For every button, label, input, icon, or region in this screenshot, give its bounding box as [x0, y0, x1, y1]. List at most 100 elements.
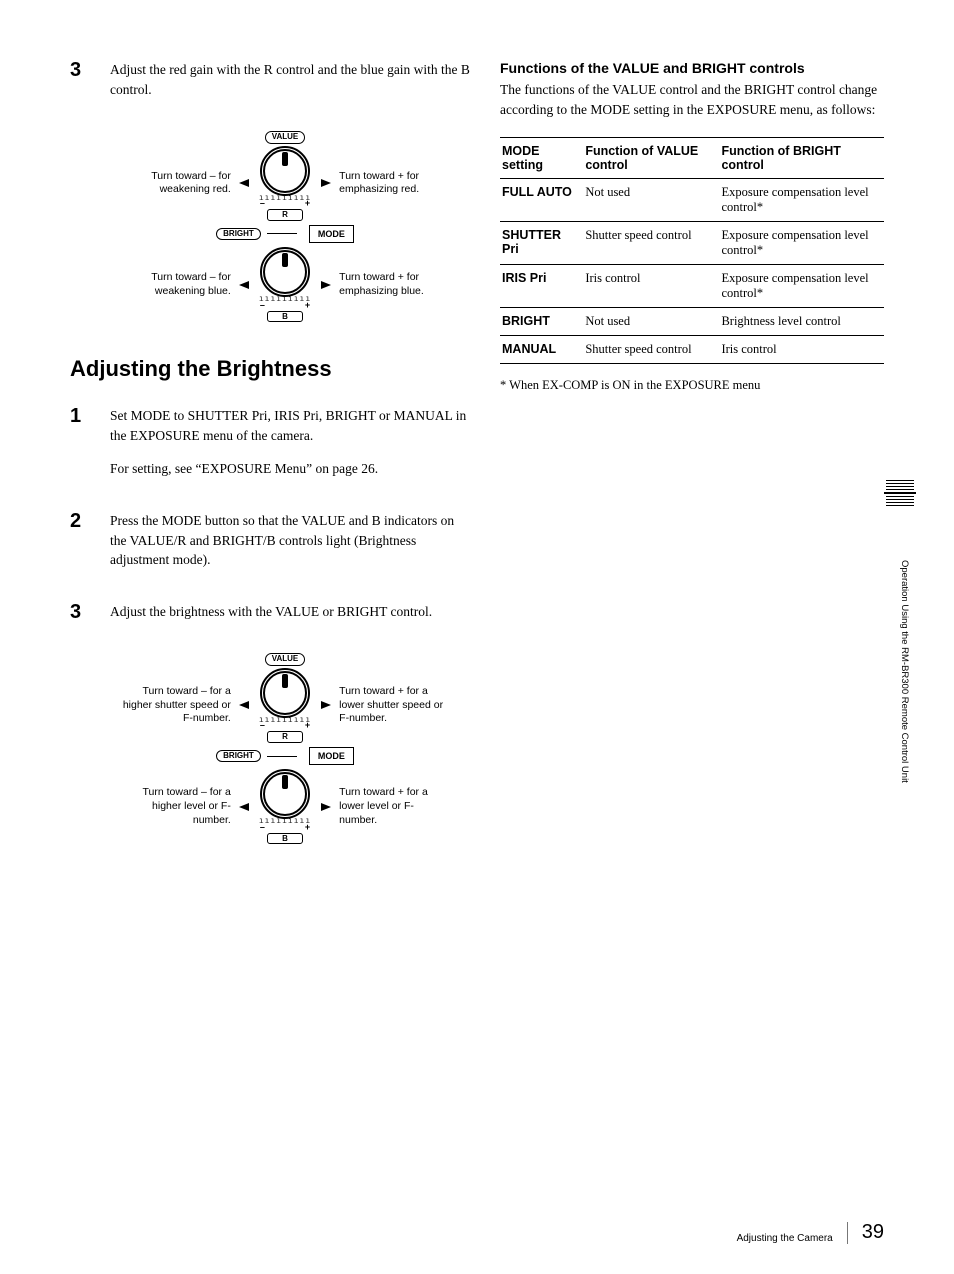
step-para: Press the MODE button so that the VALUE … — [110, 511, 470, 570]
plus-label: + — [305, 822, 310, 832]
knob-icon — [260, 668, 310, 718]
arrow-right-icon — [321, 701, 331, 709]
arrow-left-icon — [239, 803, 249, 811]
brightness-heading: Adjusting the Brightness — [70, 356, 470, 382]
mode-cell: FULL AUTO — [500, 179, 583, 222]
table-header: Function of BRIGHT control — [719, 138, 884, 179]
function-cell: Brightness level control — [719, 308, 884, 336]
mode-cell: IRIS Pri — [500, 265, 583, 308]
step-para: For setting, see “EXPOSURE Menu” on page… — [110, 459, 470, 479]
arrow-left-icon — [239, 281, 249, 289]
step-number: 2 — [70, 511, 90, 584]
function-cell: Not used — [583, 308, 719, 336]
table-row: MANUALShutter speed controlIris control — [500, 336, 884, 364]
arrow-right-icon — [321, 281, 331, 289]
bright-pill: BRIGHT — [216, 750, 261, 762]
table-footnote: * When EX-COMP is ON in the EXPOSURE men… — [500, 378, 884, 393]
step-text: Set MODE to SHUTTER Pri, IRIS Pri, BRIGH… — [110, 406, 470, 493]
step-row: 3 Adjust the brightness with the VALUE or… — [70, 602, 470, 636]
function-cell: Iris control — [719, 336, 884, 364]
step-text: Adjust the red gain with the R control a… — [110, 60, 470, 113]
function-cell: Exposure compensation level control* — [719, 179, 884, 222]
arrow-left-icon — [239, 701, 249, 709]
mode-button-label: MODE — [309, 225, 354, 243]
b-label: B — [267, 311, 303, 323]
function-cell: Shutter speed control — [583, 222, 719, 265]
minus-label: – — [260, 720, 265, 730]
r-label: R — [267, 731, 303, 743]
side-tab-icon — [884, 480, 916, 506]
brightness-diagram: VALUE Turn toward – for a higher shutter… — [100, 653, 470, 846]
footer-section-name: Adjusting the Camera — [737, 1233, 833, 1244]
bright-pill: BRIGHT — [216, 228, 261, 240]
caption-top-right: Turn toward + for emphasizing red. — [339, 170, 449, 197]
knob-icon — [260, 247, 310, 297]
right-column: Functions of the VALUE and BRIGHT contro… — [500, 60, 884, 856]
step-para: Adjust the brightness with the VALUE or … — [110, 602, 470, 622]
caption-bottom-right: Turn toward + for emphasizing blue. — [339, 271, 449, 298]
knob-b: ııııııııı –+ B — [259, 245, 311, 324]
table-row: BRIGHTNot usedBrightness level control — [500, 308, 884, 336]
step-number: 3 — [70, 602, 90, 636]
step-text: Press the MODE button so that the VALUE … — [110, 511, 470, 584]
mode-button-label: MODE — [309, 747, 354, 765]
functions-intro: The functions of the VALUE control and t… — [500, 80, 884, 119]
table-row: FULL AUTONot usedExposure compensation l… — [500, 179, 884, 222]
value-pill: VALUE — [265, 653, 306, 665]
connector-line — [267, 233, 297, 234]
plus-label: + — [305, 198, 310, 208]
brightness-steps: 1 Set MODE to SHUTTER Pri, IRIS Pri, BRIG… — [70, 406, 470, 635]
caption-top-right: Turn toward + for a lower shutter speed … — [339, 685, 449, 726]
step-para: Set MODE to SHUTTER Pri, IRIS Pri, BRIGH… — [110, 406, 470, 445]
knob-icon — [260, 146, 310, 196]
knob-icon — [260, 769, 310, 819]
gain-diagram: VALUE Turn toward – for weakening red. ı… — [100, 131, 470, 324]
b-label: B — [267, 833, 303, 845]
value-pill: VALUE — [265, 131, 306, 143]
knob-value: ııııııııı –+ R — [259, 666, 311, 745]
table-header: MODE setting — [500, 138, 583, 179]
side-chapter-label: Operation Using the RM-BR300 Remote Cont… — [899, 560, 910, 783]
arrow-right-icon — [321, 179, 331, 187]
top-step-3: 3 Adjust the red gain with the R control… — [70, 60, 470, 113]
caption-bottom-left: Turn toward – for a higher level or F-nu… — [121, 786, 231, 827]
r-label: R — [267, 209, 303, 221]
mode-cell: SHUTTER Pri — [500, 222, 583, 265]
step-number: 1 — [70, 406, 90, 493]
page-number: 39 — [862, 1221, 884, 1244]
arrow-right-icon — [321, 803, 331, 811]
function-cell: Exposure compensation level control* — [719, 265, 884, 308]
left-column: 3 Adjust the red gain with the R control… — [70, 60, 470, 856]
caption-top-left: Turn toward – for a higher shutter speed… — [121, 685, 231, 726]
plus-label: + — [305, 720, 310, 730]
plus-label: + — [305, 300, 310, 310]
caption-bottom-left: Turn toward – for weakening blue. — [121, 271, 231, 298]
table-row: SHUTTER PriShutter speed controlExposure… — [500, 222, 884, 265]
step-text: Adjust the brightness with the VALUE or … — [110, 602, 470, 636]
minus-label: – — [260, 822, 265, 832]
caption-top-left: Turn toward – for weakening red. — [121, 170, 231, 197]
minus-label: – — [260, 198, 265, 208]
table-header: Function of VALUE control — [583, 138, 719, 179]
function-cell: Not used — [583, 179, 719, 222]
step-para: Adjust the red gain with the R control a… — [110, 60, 470, 99]
minus-label: – — [260, 300, 265, 310]
page-footer: Adjusting the Camera 39 — [737, 1221, 884, 1244]
connector-line — [267, 756, 297, 757]
function-cell: Exposure compensation level control* — [719, 222, 884, 265]
arrow-left-icon — [239, 179, 249, 187]
step-row: 2 Press the MODE button so that the VALUE… — [70, 511, 470, 584]
caption-bottom-right: Turn toward + for a lower level or F-num… — [339, 786, 449, 827]
function-cell: Shutter speed control — [583, 336, 719, 364]
step-number: 3 — [70, 60, 90, 113]
step-row: 1 Set MODE to SHUTTER Pri, IRIS Pri, BRIG… — [70, 406, 470, 493]
table-row: IRIS PriIris controlExposure compensatio… — [500, 265, 884, 308]
mode-cell: MANUAL — [500, 336, 583, 364]
knob-bright: ııııııııı –+ B — [259, 767, 311, 846]
mode-cell: BRIGHT — [500, 308, 583, 336]
functions-heading: Functions of the VALUE and BRIGHT contro… — [500, 60, 884, 76]
knob-r: ııııııııı –+ R — [259, 144, 311, 223]
function-cell: Iris control — [583, 265, 719, 308]
footer-divider — [847, 1222, 848, 1244]
functions-table: MODE settingFunction of VALUE controlFun… — [500, 137, 884, 364]
